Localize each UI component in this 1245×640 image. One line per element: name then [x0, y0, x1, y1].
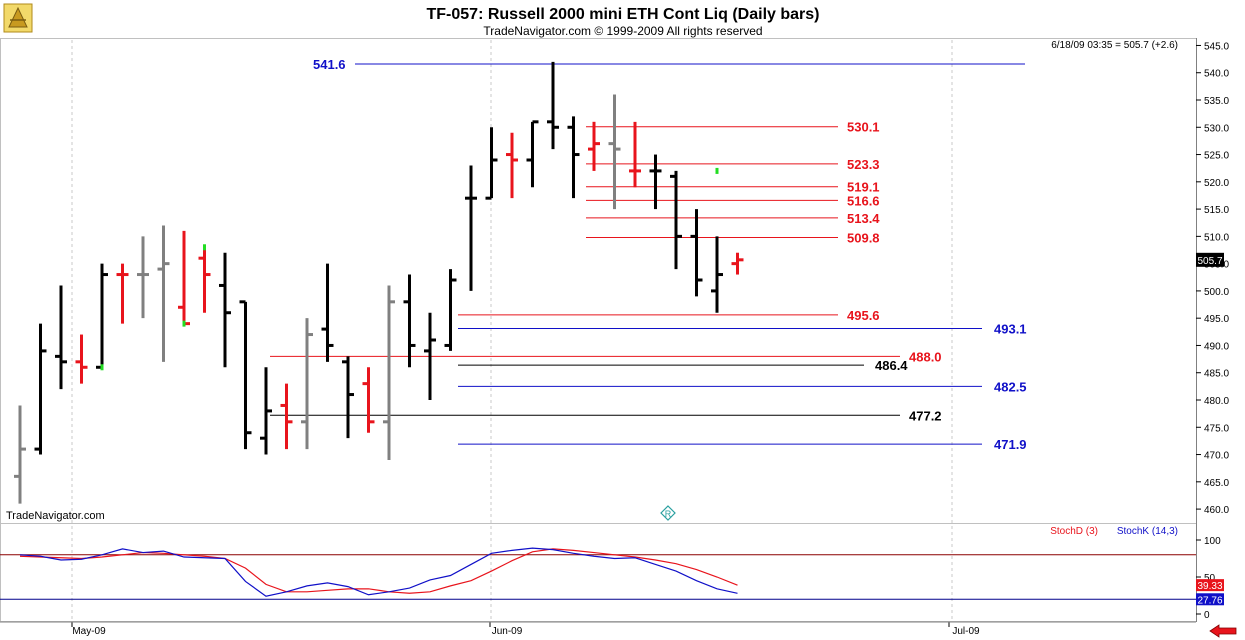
y-tick-label: 480.0	[1204, 396, 1229, 407]
x-tick-label: May-09	[72, 626, 106, 637]
y-tick-label: 495.0	[1204, 314, 1229, 325]
level-label: 493.1	[994, 322, 1027, 337]
stochk-line	[19, 547, 738, 597]
chart-subtitle: TradeNavigator.com © 1999-2009 All right…	[483, 24, 762, 38]
level-label: 471.9	[994, 437, 1027, 452]
ohlc-bar	[137, 236, 149, 319]
ohlc-bar	[465, 165, 477, 291]
level-label: 509.8	[847, 230, 880, 245]
ohlc-bar	[444, 269, 457, 351]
ohlc-bar	[75, 334, 88, 384]
level-label: 541.6	[313, 57, 346, 72]
ohlc-bar	[588, 121, 600, 171]
y-tick-label: 515.0	[1204, 205, 1229, 216]
stochd-last-value: 39.33	[1197, 581, 1222, 592]
y-tick-label: 535.0	[1204, 96, 1229, 107]
y-tick-label: 540.0	[1204, 69, 1229, 80]
ohlc-bar	[178, 230, 190, 326]
level-label: 495.6	[847, 308, 880, 323]
stochk-last-value: 27.76	[1197, 595, 1222, 606]
ohlc-bar	[239, 300, 252, 450]
stoch-tick-label: 100	[1204, 536, 1221, 547]
ohlc-bar	[55, 285, 67, 390]
y-tick-label: 520.0	[1204, 178, 1229, 189]
level-label: 513.4	[847, 211, 880, 226]
stochk-legend: StochK (14,3)	[1117, 526, 1178, 537]
ohlc-bar	[690, 209, 703, 297]
ohlc-bar	[14, 405, 26, 504]
ohlc-bar	[403, 274, 416, 368]
chart-title: TF-057: Russell 2000 mini ETH Cont Liq (…	[427, 6, 820, 23]
ohlc-bar	[260, 367, 272, 455]
x-tick-label: Jul-09	[952, 626, 980, 637]
ohlc-bar	[711, 236, 723, 313]
level-label: 523.3	[847, 157, 880, 172]
level-label: 530.1	[847, 120, 880, 135]
stochd-line	[19, 548, 738, 594]
ohlc-bar	[321, 263, 334, 362]
ohlc-bar	[629, 121, 641, 188]
ohlc-bar	[424, 312, 436, 400]
y-tick-label: 470.0	[1204, 451, 1229, 462]
logo-icon	[3, 3, 33, 33]
stochd-last-box	[1196, 579, 1224, 592]
ohlc-bar	[670, 170, 682, 270]
ohlc-bar	[567, 116, 580, 199]
stoch-tick-label: 0	[1204, 610, 1210, 621]
y-tick-label: 525.0	[1204, 151, 1229, 162]
last-value-label: 505.7	[1197, 256, 1222, 267]
ohlc-bar	[547, 61, 559, 150]
ohlc-bar	[649, 154, 662, 210]
stoch-panel-frame	[0, 523, 1197, 622]
r-marker-icon: R	[660, 505, 676, 521]
y-tick-label: 485.0	[1204, 369, 1229, 380]
ohlc-bar	[526, 120, 539, 188]
ohlc-bar	[383, 285, 395, 460]
y-tick-label: 490.0	[1204, 341, 1229, 352]
x-tick-label: Jun-09	[492, 626, 523, 637]
level-label: 516.6	[847, 193, 880, 208]
level-label: 486.4	[875, 358, 908, 373]
ohlc-bar	[116, 263, 129, 324]
ohlc-bar	[506, 132, 518, 199]
ohlc-bar	[157, 225, 170, 362]
stoch-tick-label: 50	[1204, 573, 1216, 584]
watermark-text: TradeNavigator.com	[6, 510, 105, 522]
ohlc-bar	[198, 247, 211, 313]
y-tick-label: 460.0	[1204, 505, 1229, 516]
ohlc-bar	[342, 356, 354, 439]
y-tick-label: 500.0	[1204, 287, 1229, 298]
y-tick-label: 475.0	[1204, 423, 1229, 434]
stochk-last-box	[1196, 593, 1224, 606]
ohlc-bar	[362, 367, 375, 433]
y-tick-label: 530.0	[1204, 123, 1229, 134]
ohlc-bar	[34, 323, 47, 455]
scroll-right-arrow-icon[interactable]	[1208, 624, 1238, 638]
level-label: 477.2	[909, 408, 942, 423]
level-label: 488.0	[909, 349, 942, 364]
last-quote-info: 6/18/09 03:35 = 505.7 (+2.6)	[1051, 40, 1178, 51]
ohlc-bar	[731, 252, 744, 275]
stochd-legend: StochD (3)	[1050, 526, 1098, 537]
last-value-box	[1196, 252, 1224, 267]
y-tick-label: 545.0	[1204, 41, 1229, 52]
y-tick-label: 510.0	[1204, 232, 1229, 243]
svg-text:R: R	[665, 509, 672, 519]
ohlc-bar	[96, 263, 108, 369]
ohlc-bar	[280, 383, 293, 450]
ohlc-bar	[301, 318, 313, 450]
ohlc-bar	[485, 127, 498, 200]
ohlc-bar	[608, 94, 621, 210]
y-tick-label: 465.0	[1204, 478, 1229, 489]
ohlc-bar	[219, 252, 231, 368]
level-label: 482.5	[994, 379, 1027, 394]
level-label: 519.1	[847, 180, 880, 195]
